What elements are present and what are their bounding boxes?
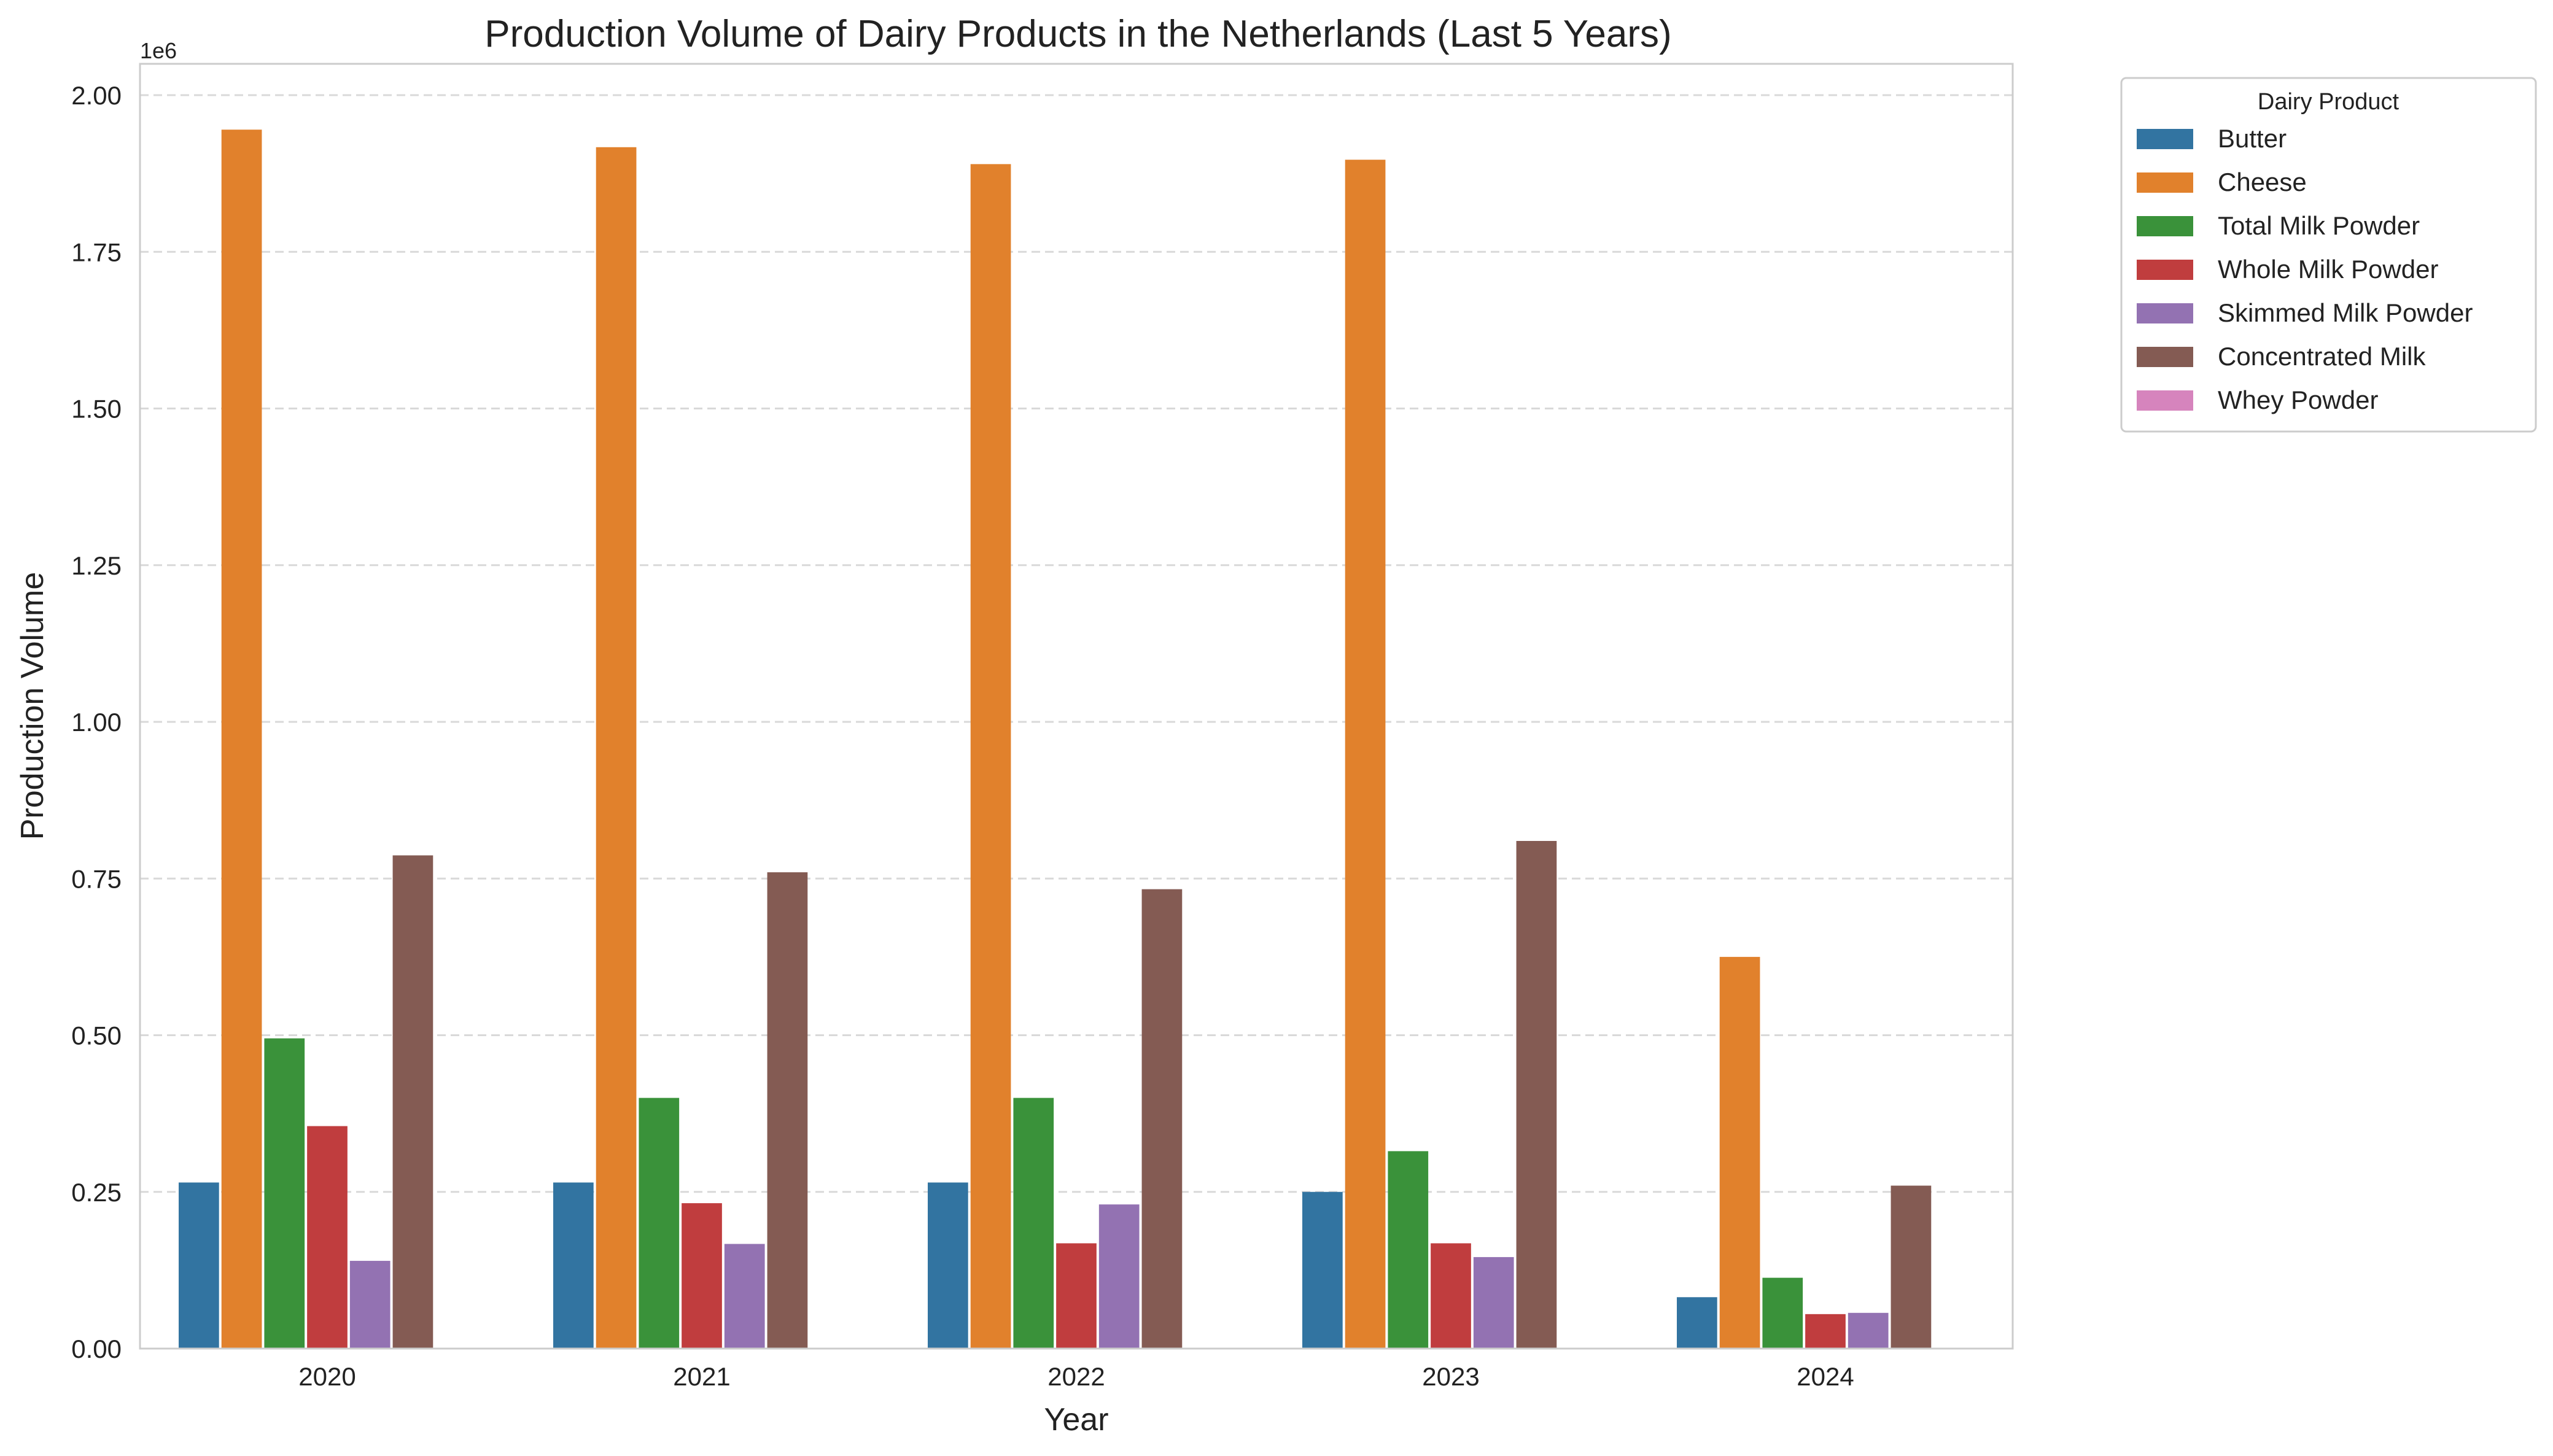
x-tick-label: 2021 (673, 1362, 730, 1391)
bar-butter-2023 (1302, 1191, 1343, 1349)
y-tick-labels: 0.00 0.25 0.50 0.75 1.00 1.25 1.50 1.75 2.00 (71, 81, 122, 1363)
legend-label: Whey Powder (2218, 385, 2378, 414)
gridlines (140, 94, 2013, 1193)
legend-items: Butter Cheese Total Milk Powder Whole Milk … (2137, 124, 2473, 414)
y-tick-label: 0.00 (71, 1334, 122, 1363)
y-tick-label: 1.25 (71, 551, 122, 580)
legend-swatch (2137, 390, 2193, 411)
x-tick-label: 2022 (1047, 1362, 1105, 1391)
legend: Dairy Product Butter Cheese Total Milk Pow… (2120, 77, 2537, 433)
bar-whole-milk-powder-2022 (1056, 1243, 1097, 1349)
x-axis-label: Year (1044, 1402, 1108, 1438)
bar-whole-milk-powder-2023 (1431, 1243, 1471, 1349)
y-tick-label: 0.75 (71, 864, 122, 893)
x-tick-label: 2020 (298, 1362, 356, 1391)
x-tick-labels: 2020 2021 2022 2023 2024 (298, 1362, 1854, 1391)
bar-skimmed-milk-powder-2022 (1098, 1204, 1140, 1349)
legend-label: Cheese (2218, 168, 2307, 196)
legend-label: Whole Milk Powder (2218, 255, 2438, 284)
bar-whole-milk-powder-2020 (307, 1126, 348, 1349)
y-tick-label: 0.50 (71, 1021, 122, 1050)
bar-total-milk-powder-2021 (639, 1098, 680, 1349)
y-tick-label: 1.75 (71, 238, 122, 266)
bar-butter-2021 (553, 1182, 594, 1349)
y-axis-offset-label: 1e6 (140, 38, 177, 63)
y-tick-label: 2.00 (71, 81, 122, 110)
bar-cheese-2021 (596, 147, 637, 1349)
bar-total-milk-powder-2020 (264, 1038, 305, 1349)
y-axis-label: Production Volume (15, 572, 50, 840)
y-tick-label: 1.50 (71, 395, 122, 424)
y-tick-label: 1.00 (71, 708, 122, 737)
bar-skimmed-milk-powder-2024 (1848, 1312, 1889, 1349)
legend-label: Concentrated Milk (2218, 342, 2426, 371)
bar-butter-2022 (928, 1182, 968, 1349)
bar-concentrated-milk-2024 (1890, 1185, 1932, 1349)
legend-title: Dairy Product (2258, 89, 2400, 115)
legend-swatch (2137, 129, 2193, 149)
plot-frame (139, 63, 2014, 1350)
legend-label: Total Milk Powder (2218, 211, 2420, 240)
bar-total-milk-powder-2024 (1762, 1277, 1803, 1349)
bar-concentrated-milk-2021 (767, 872, 808, 1349)
legend-swatch (2137, 303, 2193, 323)
bar-concentrated-milk-2022 (1141, 889, 1183, 1349)
legend-swatch (2137, 347, 2193, 367)
legend-swatch (2137, 260, 2193, 280)
y-tick-label: 0.25 (71, 1178, 122, 1207)
legend-swatch (2137, 172, 2193, 193)
legend-box (2120, 77, 2537, 433)
x-tick-label: 2024 (1797, 1362, 1854, 1391)
bars (179, 130, 1932, 1349)
bar-total-milk-powder-2022 (1013, 1098, 1054, 1349)
bar-butter-2024 (1677, 1297, 1717, 1349)
bar-concentrated-milk-2023 (1516, 841, 1557, 1349)
bar-concentrated-milk-2020 (392, 855, 433, 1349)
bar-cheese-2023 (1345, 160, 1386, 1349)
chart-title: Production Volume of Dairy Products in t… (484, 13, 1671, 55)
bar-whole-milk-powder-2021 (682, 1203, 722, 1349)
bar-butter-2020 (179, 1182, 219, 1349)
bar-cheese-2024 (1719, 956, 1760, 1349)
bar-skimmed-milk-powder-2020 (349, 1261, 391, 1349)
bar-skimmed-milk-powder-2021 (724, 1244, 765, 1349)
x-tick-label: 2023 (1422, 1362, 1479, 1391)
legend-swatch (2137, 216, 2193, 236)
bar-cheese-2020 (221, 130, 262, 1349)
bar-whole-milk-powder-2024 (1805, 1314, 1846, 1349)
legend-label: Skimmed Milk Powder (2218, 298, 2473, 327)
bar-total-milk-powder-2023 (1388, 1151, 1429, 1349)
bar-cheese-2022 (970, 164, 1011, 1349)
legend-label: Butter (2218, 124, 2287, 153)
bar-skimmed-milk-powder-2023 (1473, 1257, 1514, 1349)
